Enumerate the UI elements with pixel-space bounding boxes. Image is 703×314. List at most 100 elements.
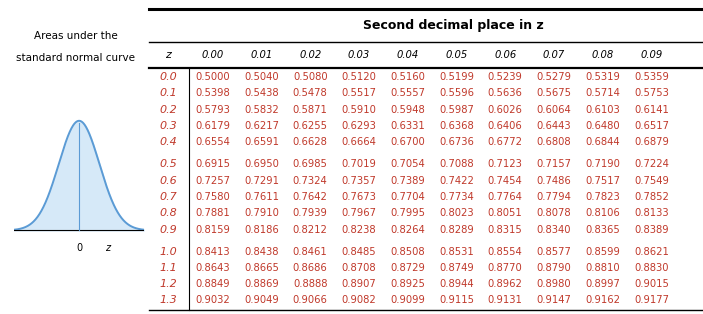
Text: 0.6736: 0.6736	[439, 137, 474, 147]
Text: 0.8729: 0.8729	[390, 263, 425, 273]
Text: 0.8238: 0.8238	[342, 225, 376, 235]
Text: 0.5910: 0.5910	[342, 105, 376, 115]
Text: 0.8643: 0.8643	[195, 263, 230, 273]
Text: 0.8869: 0.8869	[244, 279, 279, 289]
Text: Areas under the: Areas under the	[34, 31, 117, 41]
Text: 0.7157: 0.7157	[536, 159, 572, 169]
Text: 0.6985: 0.6985	[293, 159, 328, 169]
Text: 0.5438: 0.5438	[244, 88, 279, 98]
Text: Second decimal place in z: Second decimal place in z	[363, 19, 544, 32]
Text: 0.9099: 0.9099	[390, 295, 425, 306]
Text: 0.7611: 0.7611	[244, 192, 279, 202]
Text: 0.5948: 0.5948	[390, 105, 425, 115]
Text: 0.6950: 0.6950	[244, 159, 279, 169]
Text: 0.7454: 0.7454	[488, 176, 522, 186]
Text: 0.5199: 0.5199	[439, 72, 474, 82]
Text: 0.7580: 0.7580	[195, 192, 230, 202]
Text: 0.8340: 0.8340	[536, 225, 572, 235]
Text: 0.8023: 0.8023	[439, 208, 474, 218]
Text: 0.5557: 0.5557	[390, 88, 425, 98]
Text: 0.8: 0.8	[160, 208, 177, 218]
Text: 0.6879: 0.6879	[634, 137, 669, 147]
Text: 0.5675: 0.5675	[536, 88, 572, 98]
Text: 0.05: 0.05	[446, 50, 467, 60]
Text: 0.9049: 0.9049	[244, 295, 279, 306]
Text: 0.0: 0.0	[160, 72, 177, 82]
Text: 0.7486: 0.7486	[536, 176, 572, 186]
Text: 0.8554: 0.8554	[488, 246, 522, 257]
Text: 0.6026: 0.6026	[488, 105, 522, 115]
Text: 0.8389: 0.8389	[634, 225, 669, 235]
Text: 0.5714: 0.5714	[586, 88, 620, 98]
Text: 0.8461: 0.8461	[293, 246, 328, 257]
Text: 0.8485: 0.8485	[342, 246, 376, 257]
Text: 0.8264: 0.8264	[390, 225, 425, 235]
Text: 0.8849: 0.8849	[195, 279, 230, 289]
Text: 0.6554: 0.6554	[195, 137, 230, 147]
Text: 0.8888: 0.8888	[293, 279, 328, 289]
Text: 0.8159: 0.8159	[195, 225, 230, 235]
Text: 0.5753: 0.5753	[634, 88, 669, 98]
Text: 0.4: 0.4	[160, 137, 177, 147]
Text: 0.6064: 0.6064	[536, 105, 572, 115]
Text: 0.6141: 0.6141	[634, 105, 669, 115]
Text: 0.7910: 0.7910	[244, 208, 279, 218]
Text: 0.6368: 0.6368	[439, 121, 474, 131]
Text: z: z	[105, 243, 110, 253]
Text: 0.5987: 0.5987	[439, 105, 474, 115]
Text: 0.8289: 0.8289	[439, 225, 474, 235]
Text: 0.8925: 0.8925	[390, 279, 425, 289]
Text: 0.7967: 0.7967	[342, 208, 377, 218]
Text: 0.7422: 0.7422	[439, 176, 474, 186]
Text: 0.6406: 0.6406	[488, 121, 522, 131]
Text: 0.7257: 0.7257	[195, 176, 231, 186]
Text: 0.01: 0.01	[250, 50, 273, 60]
Text: 0.06: 0.06	[494, 50, 517, 60]
Text: 0.5000: 0.5000	[195, 72, 230, 82]
Text: 0.5832: 0.5832	[244, 105, 279, 115]
Text: 0.03: 0.03	[348, 50, 370, 60]
Text: 0.2: 0.2	[160, 105, 177, 115]
Text: 0.8599: 0.8599	[586, 246, 620, 257]
Text: 0.7389: 0.7389	[390, 176, 425, 186]
Text: 0.1: 0.1	[160, 88, 177, 98]
Text: 0.7: 0.7	[160, 192, 177, 202]
Text: 0.8962: 0.8962	[488, 279, 522, 289]
Text: 0.7088: 0.7088	[439, 159, 474, 169]
Text: 0.6700: 0.6700	[390, 137, 425, 147]
Text: 0.6517: 0.6517	[634, 121, 669, 131]
Text: 1.2: 1.2	[160, 279, 177, 289]
Text: 0.6844: 0.6844	[586, 137, 620, 147]
Text: 0.6591: 0.6591	[244, 137, 279, 147]
Text: 0.7324: 0.7324	[293, 176, 328, 186]
Text: 0.8365: 0.8365	[586, 225, 620, 235]
Text: 0.5120: 0.5120	[342, 72, 376, 82]
Text: 0.8315: 0.8315	[488, 225, 522, 235]
Text: 0.5239: 0.5239	[488, 72, 522, 82]
Text: 0.8577: 0.8577	[536, 246, 572, 257]
Text: 0.08: 0.08	[592, 50, 614, 60]
Text: 0.8212: 0.8212	[293, 225, 328, 235]
Text: 0.7019: 0.7019	[342, 159, 376, 169]
Text: 0.6179: 0.6179	[195, 121, 231, 131]
Text: 0.5279: 0.5279	[536, 72, 572, 82]
Text: 0.02: 0.02	[299, 50, 321, 60]
Text: 0.8665: 0.8665	[244, 263, 279, 273]
Text: 0.6628: 0.6628	[293, 137, 328, 147]
Text: 0: 0	[76, 243, 82, 253]
Text: 1.1: 1.1	[160, 263, 177, 273]
Text: 0.9147: 0.9147	[536, 295, 572, 306]
Text: 0.8810: 0.8810	[586, 263, 620, 273]
Text: 0.6331: 0.6331	[390, 121, 425, 131]
Text: 0.5040: 0.5040	[244, 72, 279, 82]
Text: 0.5596: 0.5596	[439, 88, 474, 98]
Text: 0.7291: 0.7291	[244, 176, 279, 186]
Text: 0.8980: 0.8980	[536, 279, 572, 289]
Text: 0.7852: 0.7852	[634, 192, 669, 202]
Text: 0.8508: 0.8508	[390, 246, 425, 257]
Text: 0.7734: 0.7734	[439, 192, 474, 202]
Text: 0.5080: 0.5080	[293, 72, 328, 82]
Text: 0.7673: 0.7673	[342, 192, 376, 202]
Text: 0.7881: 0.7881	[195, 208, 230, 218]
Text: 0.6915: 0.6915	[195, 159, 231, 169]
